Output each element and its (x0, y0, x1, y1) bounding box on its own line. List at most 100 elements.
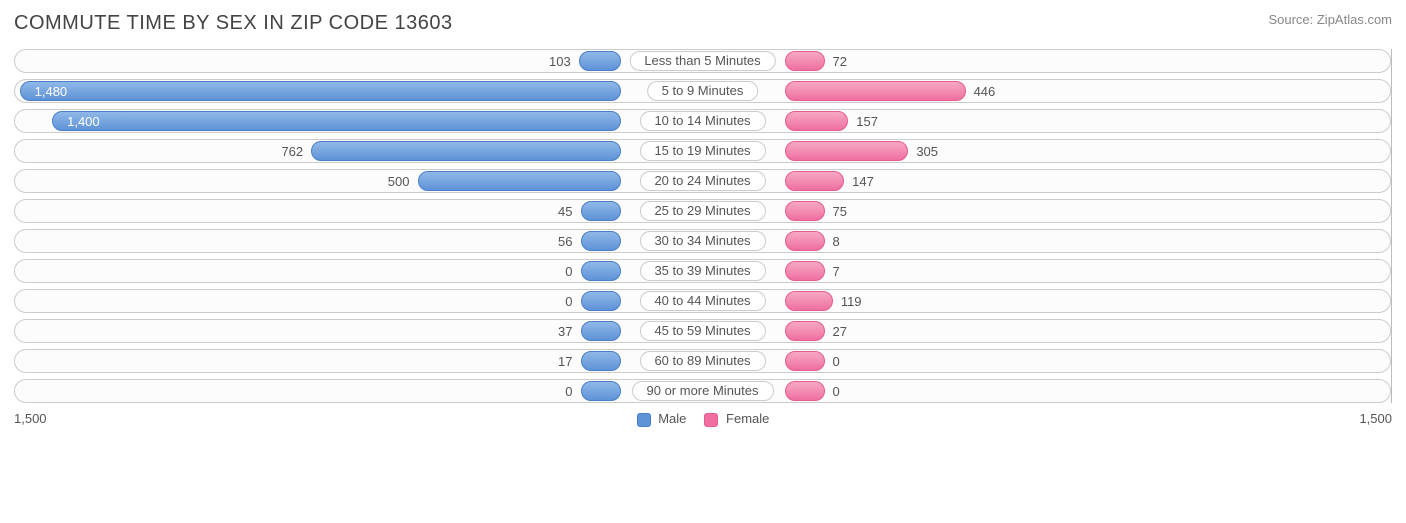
header: COMMUTE TIME BY SEX IN ZIP CODE 13603 So… (14, 12, 1392, 35)
male-bar (581, 261, 621, 281)
chart-row: 37 27 45 to 59 Minutes (14, 319, 1391, 343)
female-value: 0 (827, 354, 846, 369)
female-half: 119 (703, 290, 1391, 312)
category-label: 45 to 59 Minutes (639, 321, 765, 341)
female-bar (785, 291, 833, 311)
legend: Male Female (637, 411, 770, 427)
female-half: 27 (703, 320, 1391, 342)
male-half: 45 (15, 200, 703, 222)
male-bar (311, 141, 620, 161)
chart-row: 0 11940 to 44 Minutes (14, 289, 1391, 313)
male-bar (581, 291, 621, 311)
male-bar (579, 51, 621, 71)
male-value: 762 (275, 144, 309, 159)
female-half: 0 (703, 350, 1391, 372)
male-half: 103 (15, 50, 703, 72)
female-half: 7 (703, 260, 1391, 282)
row-track: 500 14720 to 24 Minutes (14, 169, 1391, 193)
male-value: 103 (543, 54, 577, 69)
chart-row: 45 75 25 to 29 Minutes (14, 199, 1391, 223)
male-value: 1,480 (29, 84, 74, 99)
female-value: 27 (827, 324, 853, 339)
row-track: 0 11940 to 44 Minutes (14, 289, 1391, 313)
male-value: 45 (552, 204, 578, 219)
axis-right-max: 1,500 (1359, 411, 1392, 426)
female-half: 72 (703, 50, 1391, 72)
female-value: 305 (910, 144, 944, 159)
female-value: 7 (827, 264, 846, 279)
female-value: 0 (827, 384, 846, 399)
male-half: 1,480 (15, 80, 703, 102)
chart-row: 0090 or more Minutes (14, 379, 1391, 403)
axis-left-max: 1,500 (14, 411, 47, 426)
female-half: 0 (703, 380, 1391, 402)
chart-container: COMMUTE TIME BY SEX IN ZIP CODE 13603 So… (0, 0, 1406, 437)
female-half: 157 (703, 110, 1391, 132)
male-value: 1,400 (61, 114, 106, 129)
row-track: 1,400 157 10 to 14 Minutes (14, 109, 1391, 133)
legend-female-label: Female (726, 411, 769, 426)
female-bar (785, 351, 825, 371)
female-bar (785, 141, 909, 161)
chart-row: 10372Less than 5 Minutes (14, 49, 1391, 73)
male-bar (581, 381, 621, 401)
male-bar: 1,480 (20, 81, 621, 101)
source-label: Source: ZipAtlas.com (1268, 12, 1392, 27)
male-bar (418, 171, 621, 191)
female-half: 446 (703, 80, 1391, 102)
male-value: 0 (559, 264, 578, 279)
category-label: 25 to 29 Minutes (639, 201, 765, 221)
male-half: 0 (15, 290, 703, 312)
female-half: 305 (703, 140, 1391, 162)
female-half: 147 (703, 170, 1391, 192)
female-bar (785, 171, 845, 191)
female-bar (785, 111, 849, 131)
chart-body: 10372Less than 5 Minutes1,4804465 to 9 M… (14, 49, 1392, 403)
chart-row: 762 305 15 to 19 Minutes (14, 139, 1391, 163)
category-label: 5 to 9 Minutes (647, 81, 759, 101)
male-half: 56 (15, 230, 703, 252)
legend-male: Male (637, 411, 687, 427)
male-half: 500 (15, 170, 703, 192)
category-label: 40 to 44 Minutes (639, 291, 765, 311)
category-label: 10 to 14 Minutes (639, 111, 765, 131)
female-bar (785, 81, 966, 101)
male-value: 0 (559, 294, 578, 309)
male-bar (581, 201, 621, 221)
category-label: 20 to 24 Minutes (639, 171, 765, 191)
row-track: 1,480 446 5 to 9 Minutes (14, 79, 1391, 103)
male-bar (581, 321, 621, 341)
chart-row: 500 14720 to 24 Minutes (14, 169, 1391, 193)
female-half: 8 (703, 230, 1391, 252)
female-bar (785, 201, 825, 221)
category-label: 90 or more Minutes (632, 381, 774, 401)
female-value: 446 (968, 84, 1002, 99)
female-value: 75 (827, 204, 853, 219)
male-value: 17 (552, 354, 578, 369)
row-track: 0090 or more Minutes (14, 379, 1391, 403)
male-half: 0 (15, 380, 703, 402)
male-bar (581, 351, 621, 371)
row-track: 17060 to 89 Minutes (14, 349, 1391, 373)
male-half: 0 (15, 260, 703, 282)
male-bar (581, 231, 621, 251)
row-track: 10372Less than 5 Minutes (14, 49, 1391, 73)
chart-row: 1,400 157 10 to 14 Minutes (14, 109, 1391, 133)
female-value: 157 (850, 114, 884, 129)
category-label: 15 to 19 Minutes (639, 141, 765, 161)
legend-male-label: Male (658, 411, 686, 426)
male-value: 56 (552, 234, 578, 249)
category-label: 30 to 34 Minutes (639, 231, 765, 251)
male-value: 500 (382, 174, 416, 189)
male-value: 37 (552, 324, 578, 339)
row-track: 56 830 to 34 Minutes (14, 229, 1391, 253)
male-half: 17 (15, 350, 703, 372)
male-half: 37 (15, 320, 703, 342)
chart-row: 1,480 446 5 to 9 Minutes (14, 79, 1391, 103)
chart-row: 0735 to 39 Minutes (14, 259, 1391, 283)
female-bar (785, 51, 825, 71)
legend-female: Female (704, 411, 769, 427)
female-half: 75 (703, 200, 1391, 222)
row-track: 45 75 25 to 29 Minutes (14, 199, 1391, 223)
female-bar (785, 321, 825, 341)
